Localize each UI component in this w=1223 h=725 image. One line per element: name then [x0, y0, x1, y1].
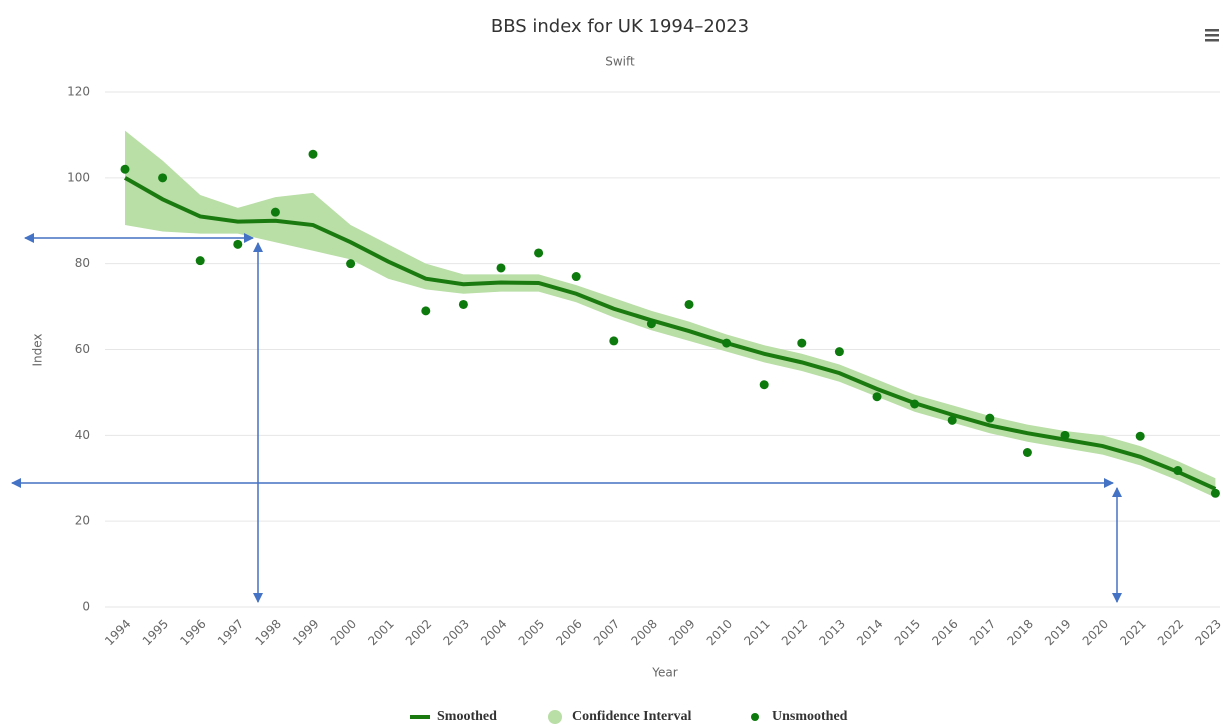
y-tick-label: 120: [67, 85, 90, 99]
x-tick-label: 2002: [403, 617, 434, 648]
x-tick-label: 2016: [929, 617, 960, 648]
data-point: [233, 239, 243, 249]
legend-symbol: [410, 715, 430, 719]
x-tick-label: 2020: [1080, 617, 1111, 648]
data-point: [1210, 488, 1220, 498]
menu-icon[interactable]: [1205, 29, 1219, 42]
x-tick-label: 2003: [440, 617, 471, 648]
data-point: [947, 415, 957, 425]
data-point: [797, 338, 807, 348]
x-tick-label: 1998: [252, 617, 283, 648]
menu-bar: [1205, 39, 1219, 42]
x-tick-label: 1997: [215, 617, 246, 648]
annotation-arrows: [11, 233, 1122, 603]
x-tick-label: 2006: [553, 617, 584, 648]
data-point: [910, 399, 920, 409]
data-point: [609, 336, 619, 346]
x-tick-label: 1994: [102, 617, 133, 648]
x-tick-label: 2022: [1155, 617, 1186, 648]
y-axis-label: Index: [31, 333, 45, 366]
data-point: [722, 338, 732, 348]
menu-bar: [1205, 29, 1219, 32]
data-point: [1060, 430, 1070, 440]
data-point: [195, 256, 205, 266]
y-tick-label: 0: [82, 600, 90, 614]
data-point: [759, 380, 769, 390]
data-point: [834, 347, 844, 357]
x-tick-label: 2018: [1004, 617, 1035, 648]
data-point: [985, 413, 995, 423]
x-tick-label: 2008: [628, 617, 659, 648]
x-tick-label: 2001: [365, 617, 396, 648]
x-tick-label: 2004: [478, 617, 509, 648]
x-tick-label: 2000: [328, 617, 359, 648]
data-point: [571, 272, 581, 282]
x-tick-label: 2009: [666, 617, 697, 648]
chart-title: BBS index for UK 1994–2023: [491, 16, 749, 37]
data-point: [1173, 466, 1183, 476]
y-tick-label: 80: [75, 256, 90, 270]
data-point: [872, 392, 882, 402]
x-tick-label: 2013: [816, 617, 847, 648]
x-tick-label: 2014: [854, 617, 885, 648]
data-point: [684, 299, 694, 309]
legend: Smoothed Confidence Interval Unsmoothed: [410, 709, 848, 724]
legend-label[interactable]: Smoothed: [437, 709, 497, 724]
x-tick-label: 1996: [177, 617, 208, 648]
x-tick-label: 2017: [967, 617, 998, 648]
x-tick-label: 2015: [892, 617, 923, 648]
y-tick-label: 60: [75, 342, 90, 356]
data-point: [120, 164, 130, 174]
data-point: [496, 263, 506, 273]
data-point: [421, 306, 431, 316]
data-point: [534, 248, 544, 258]
data-point: [1135, 431, 1145, 441]
y-tick-label: 100: [67, 170, 90, 184]
legend-label[interactable]: Confidence Interval: [572, 709, 691, 724]
confidence-band: [125, 130, 1216, 498]
y-tick-label: 20: [75, 514, 90, 528]
legend-symbol: [751, 713, 759, 721]
legend-label[interactable]: Unsmoothed: [772, 709, 848, 724]
data-point: [458, 299, 468, 309]
menu-bar: [1205, 34, 1219, 37]
data-point: [158, 173, 168, 183]
chart-subtitle: Swift: [605, 55, 635, 69]
data-point: [308, 149, 318, 159]
x-tick-label: 1999: [290, 617, 321, 648]
data-point: [346, 259, 356, 269]
smoothed-line: [124, 176, 1217, 491]
y-tick-label: 40: [75, 428, 90, 442]
x-tick-label: 2005: [516, 617, 547, 648]
x-tick-label: 2019: [1042, 617, 1073, 648]
x-tick-label: 2021: [1117, 617, 1148, 648]
legend-symbol: [548, 710, 562, 724]
x-tick-label: 2011: [741, 617, 772, 648]
data-point: [270, 207, 280, 217]
x-tick-label: 2010: [704, 617, 735, 648]
data-point: [1022, 448, 1032, 457]
x-tick-label: 2023: [1192, 617, 1223, 648]
x-tick-label: 2007: [591, 617, 622, 648]
data-point: [646, 319, 656, 329]
x-tick-label: 2012: [779, 617, 810, 648]
x-axis-label: Year: [651, 666, 677, 680]
x-tick-label: 1995: [140, 617, 171, 648]
